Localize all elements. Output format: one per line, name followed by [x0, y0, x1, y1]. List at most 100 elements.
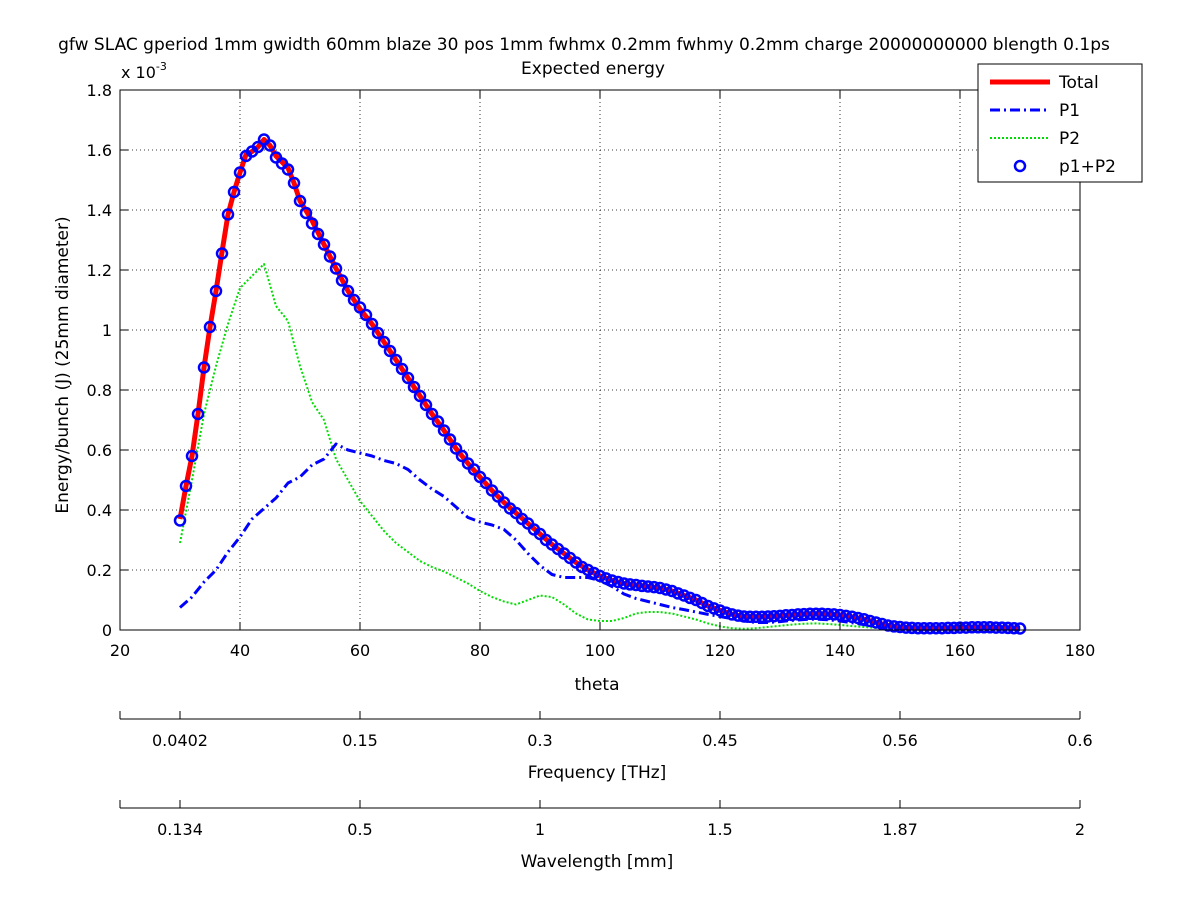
- data-point-p1-p2: [221, 208, 235, 221]
- y-tick-label: 0.4: [87, 501, 112, 520]
- data-point-p1-p2: [893, 620, 907, 634]
- data-point-p1-p2: [383, 344, 397, 358]
- y-tick-label: 1.4: [87, 201, 112, 220]
- data-point-p1-p2: [635, 579, 649, 593]
- secondary-axis-tick-label: 0.6: [1067, 731, 1092, 750]
- y-tick-label: 0.6: [87, 441, 112, 460]
- data-point-p1-p2: [335, 274, 349, 287]
- secondary-axis-tick-label: 0.0402: [152, 731, 208, 750]
- data-point-p1-p2: [395, 362, 409, 376]
- data-point-p1-p2: [305, 217, 319, 230]
- data-point-p1-p2: [791, 608, 805, 621]
- data-point-p1-p2: [713, 604, 727, 617]
- data-point-p1-p2: [779, 609, 793, 622]
- data-point-p1-p2: [185, 449, 199, 463]
- x-tick-label: 60: [350, 641, 370, 660]
- secondary-axis-label: Wavelength [mm]: [521, 852, 674, 872]
- data-point-p1-p2: [413, 389, 427, 403]
- data-point-p1-p2: [215, 247, 229, 260]
- data-point-p1-p2: [329, 262, 343, 275]
- x-tick-label: 140: [825, 641, 856, 660]
- data-point-p1-p2: [611, 575, 625, 589]
- data-point-p1-p2: [263, 139, 277, 152]
- data-point-p1-p2: [767, 609, 781, 623]
- data-point-p1-p2: [701, 599, 715, 613]
- data-point-p1-p2: [593, 569, 607, 583]
- data-point-p1-p2: [971, 621, 985, 634]
- x-tick-label: 20: [110, 641, 130, 660]
- data-point-p1-p2: [617, 577, 631, 590]
- y-axis-label: Energy/bunch (J) (25mm diameter): [53, 216, 73, 513]
- data-point-p1-p2: [983, 621, 997, 634]
- data-point-p1-p2: [887, 620, 901, 633]
- data-point-p1-p2: [869, 616, 883, 629]
- data-point-p1-p2: [785, 608, 799, 622]
- data-point-p1-p2: [197, 361, 211, 374]
- x-tick-label: 40: [230, 641, 250, 660]
- data-point-p1-p2: [695, 596, 709, 610]
- data-point-p1-p2: [407, 380, 421, 394]
- secondary-axis-tick-label: 0.45: [702, 731, 738, 750]
- secondary-axis-tick-label: 1: [535, 820, 545, 839]
- data-point-p1-p2: [977, 621, 991, 634]
- data-point-p1-p2: [425, 407, 439, 421]
- secondary-axis-tick-label: 2: [1075, 820, 1085, 839]
- data-point-p1-p2: [815, 607, 829, 621]
- data-point-p1-p2: [671, 587, 685, 600]
- x-tick-label: 160: [945, 641, 976, 660]
- data-point-p1-p2: [437, 424, 451, 437]
- y-tick-label: 0: [102, 621, 112, 640]
- data-point-p1-p2: [287, 176, 301, 190]
- data-point-p1-p2: [905, 621, 919, 635]
- data-point-p1-p2: [431, 415, 445, 428]
- data-point-p1-p2: [299, 206, 313, 220]
- data-point-p1-p2: [947, 621, 961, 635]
- data-point-p1-p2: [827, 608, 841, 621]
- data-point-p1-p2: [317, 238, 331, 251]
- data-point-p1-p2: [833, 608, 847, 622]
- data-point-p1-p2: [203, 320, 217, 334]
- data-point-p1-p2: [995, 621, 1009, 634]
- data-point-p1-p2: [599, 572, 613, 585]
- data-point-p1-p2: [851, 611, 865, 625]
- data-point-p1-p2: [725, 608, 739, 621]
- data-point-p1-p2: [665, 584, 679, 598]
- data-point-p1-p2: [455, 449, 469, 463]
- data-point-p1-p2: [845, 610, 859, 624]
- x-tick-label: 100: [585, 641, 616, 660]
- data-point-p1-p2: [575, 560, 589, 574]
- data-point-p1-p2: [743, 610, 757, 624]
- data-point-p1-p2: [641, 580, 655, 593]
- data-point-p1-p2: [377, 335, 391, 349]
- data-point-p1-p2: [479, 476, 493, 490]
- legend-label: P1: [1059, 101, 1080, 121]
- chart-subtitle: Expected energy: [521, 59, 665, 79]
- data-point-p1-p2: [863, 614, 877, 628]
- data-point-p1-p2: [749, 610, 763, 624]
- data-point-p1-p2: [347, 293, 361, 307]
- data-point-p1-p2: [659, 583, 673, 596]
- y-tick-label: 1.8: [87, 81, 112, 100]
- data-point-p1-p2: [755, 610, 769, 624]
- y-multiplier: x 10-3: [121, 60, 167, 82]
- data-point-p1-p2: [857, 612, 871, 626]
- data-point-p1-p2: [1007, 621, 1021, 635]
- legend-label: P2: [1059, 129, 1080, 149]
- plot-series: [173, 133, 1027, 635]
- x-tick-label: 120: [705, 641, 736, 660]
- data-point-p1-p2: [173, 514, 187, 527]
- data-point-p1-p2: [323, 250, 337, 263]
- y-tick-label: 0.2: [87, 561, 112, 580]
- series-line-p1: [179, 442, 1020, 631]
- data-point-p1-p2: [677, 589, 691, 602]
- data-point-p1-p2: [581, 563, 595, 577]
- data-point-p1-p2: [989, 621, 1003, 634]
- data-point-p1-p2: [605, 574, 619, 587]
- data-point-p1-p2: [935, 621, 949, 635]
- x-axis-label: theta: [575, 675, 620, 695]
- data-point-p1-p2: [311, 227, 325, 241]
- secondary-axis-label: Frequency [THz]: [528, 763, 667, 783]
- data-point-p1-p2: [923, 621, 937, 635]
- data-point-p1-p2: [959, 621, 973, 634]
